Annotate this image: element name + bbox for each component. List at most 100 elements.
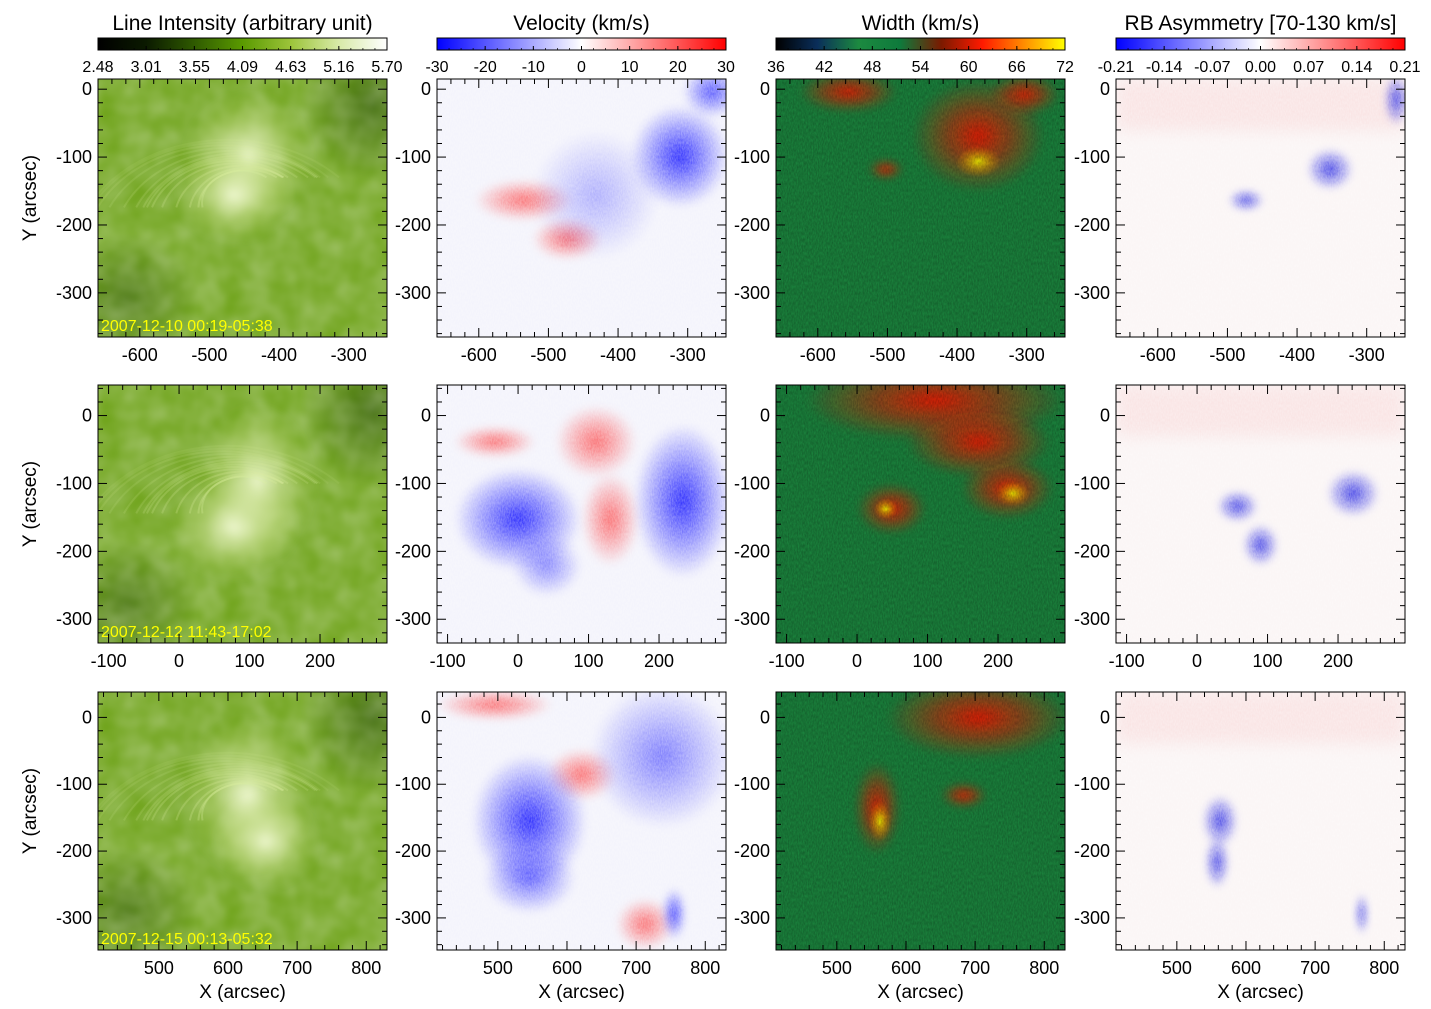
colorbar-tick-label: 4.09: [227, 59, 258, 76]
velocity-map-image: [437, 692, 726, 950]
y-tick-label: -200: [734, 215, 770, 235]
panel-intensity-row-1: 2007-12-10 00:19-05:38 -600 -500 -400 -300 0 -…: [56, 78, 388, 365]
colorbar-tick-label: 4.63: [275, 59, 306, 76]
panel-frame: [97, 691, 388, 951]
x-tick-label: -100: [91, 651, 127, 671]
y-tick-label: -200: [1074, 215, 1110, 235]
y-tick-label: -100: [1074, 473, 1110, 493]
y-tick-label: 0: [421, 79, 431, 99]
y-tick-label: -100: [1074, 774, 1110, 794]
coronal-loop: [175, 164, 285, 208]
date-label: 2007-12-10 00:19-05:38: [101, 318, 273, 335]
colorbar-title: Width (km/s): [862, 12, 980, 35]
panel-frame: [775, 691, 1066, 951]
panel-frame: [436, 691, 727, 951]
colorbar-velocity: Velocity (km/s) -30 -20 -10 0 10 20 30: [425, 12, 735, 76]
colorbar-tick-label: 36: [767, 59, 785, 76]
x-tick-label: 0: [174, 651, 184, 671]
velocity-map-image: [437, 385, 726, 643]
colorbar-tick-label: 30: [717, 59, 735, 76]
colorbar-tick-label: 0.07: [1293, 59, 1324, 76]
coronal-loop: [145, 770, 298, 821]
y-tick-label: -300: [56, 283, 92, 303]
coronal-loop: [123, 762, 319, 821]
coronal-loop: [98, 138, 340, 196]
x-tick-label: -300: [670, 345, 706, 365]
y-tick-label: -100: [734, 774, 770, 794]
colorbar-tick-label: 3.01: [131, 59, 162, 76]
map-texture: [776, 385, 1065, 643]
coronal-loop: [197, 168, 278, 208]
y-tick-label: -100: [56, 147, 92, 167]
map-texture: [776, 79, 1065, 337]
rb-asymmetry-map-image: [1116, 692, 1405, 950]
y-tick-label: -300: [1074, 609, 1110, 629]
map-texture: [437, 692, 726, 950]
y-tick-label: -300: [395, 283, 431, 303]
x-axis-label: X (arcsec): [199, 982, 286, 1003]
colorbar-tick-label: 60: [960, 59, 978, 76]
panel-rb-asymmetry-row-3: 500 600 700 800 0 -100 -200 -300 X (arcsec): [1074, 691, 1406, 1003]
x-tick-label: 200: [1323, 651, 1353, 671]
x-axis-label: X (arcsec): [877, 982, 964, 1003]
colorbar-intensity: Line Intensity (arbitrary unit) 2.48 3.01 3…: [82, 12, 402, 76]
coronal-loop: [135, 458, 316, 514]
colorbar-tick-label: 0.14: [1341, 59, 1372, 76]
colorbar-title: RB Asymmetry [70-130 km/s]: [1125, 12, 1397, 35]
y-tick-label: -300: [1074, 283, 1110, 303]
colorbar-tick-label: 3.55: [179, 59, 210, 76]
x-tick-label: -600: [1140, 345, 1176, 365]
y-tick-label: -100: [734, 147, 770, 167]
coronal-loop: [98, 141, 329, 200]
y-tick-label: -200: [395, 841, 431, 861]
x-tick-label: 200: [983, 651, 1013, 671]
coronal-loop: [151, 465, 289, 514]
rb-asymmetry-map-image: [1116, 79, 1405, 337]
x-tick-label: -400: [1279, 345, 1315, 365]
coronal-loop: [135, 765, 316, 821]
x-tick-label: 700: [282, 958, 312, 978]
colorbar-tick-label: 10: [621, 59, 639, 76]
y-tick-label: -300: [1074, 908, 1110, 928]
y-tick-label: 0: [82, 79, 92, 99]
x-tick-label: -300: [331, 345, 367, 365]
y-tick-label: -200: [56, 215, 92, 235]
coronal-loop: [98, 144, 321, 208]
panel-frame: [97, 78, 388, 338]
colorbar-tick-label: 0.21: [1389, 59, 1420, 76]
y-tick-label: -100: [395, 147, 431, 167]
y-tick-label: -300: [734, 908, 770, 928]
coronal-loop: [142, 460, 309, 514]
y-axis-label: Y (arcsec): [20, 461, 41, 547]
colorbar-width: Width (km/s) 36 42 48 54 60 66 72: [767, 12, 1074, 76]
x-tick-label: -100: [769, 651, 805, 671]
panel-rb-asymmetry-row-1: -600 -500 -400 -300 0 -100 -200 -300: [1074, 78, 1406, 365]
x-tick-label: 600: [1231, 958, 1261, 978]
colorbar-title: Velocity (km/s): [513, 12, 650, 35]
coronal-loop: [98, 751, 340, 809]
colorbar-tick-label: 54: [912, 59, 930, 76]
panel-velocity-row-3: 500 600 700 800 0 -100 -200 -300 X (arcsec): [395, 691, 727, 1003]
coronal-loop: [188, 472, 284, 514]
y-tick-label: 0: [1100, 707, 1110, 727]
y-tick-label: 0: [760, 79, 770, 99]
y-tick-label: -300: [395, 908, 431, 928]
colorbar-tick-label: -0.07: [1194, 59, 1231, 76]
panel-frame: [775, 78, 1066, 338]
coronal-loop: [142, 767, 309, 821]
x-tick-label: -500: [1209, 345, 1245, 365]
panel-rb-asymmetry-row-2: -100 0 100 200 0 -100 -200 -300: [1074, 384, 1406, 671]
intensity-map-image: [98, 79, 387, 337]
width-map-image: [776, 79, 1065, 337]
coronal-loop: [123, 149, 319, 208]
y-tick-label: -300: [56, 908, 92, 928]
x-tick-label: 600: [891, 958, 921, 978]
colorbar-tick-label: -20: [474, 59, 497, 76]
colorbar-tick-label: 0: [577, 59, 586, 76]
date-label: 2007-12-12 11:43-17:02: [101, 624, 272, 641]
x-axis-label: X (arcsec): [538, 982, 625, 1003]
colorbar-tick-label: 72: [1056, 59, 1074, 76]
y-axis-label: Y (arcsec): [20, 155, 41, 241]
x-tick-label: -400: [261, 345, 297, 365]
